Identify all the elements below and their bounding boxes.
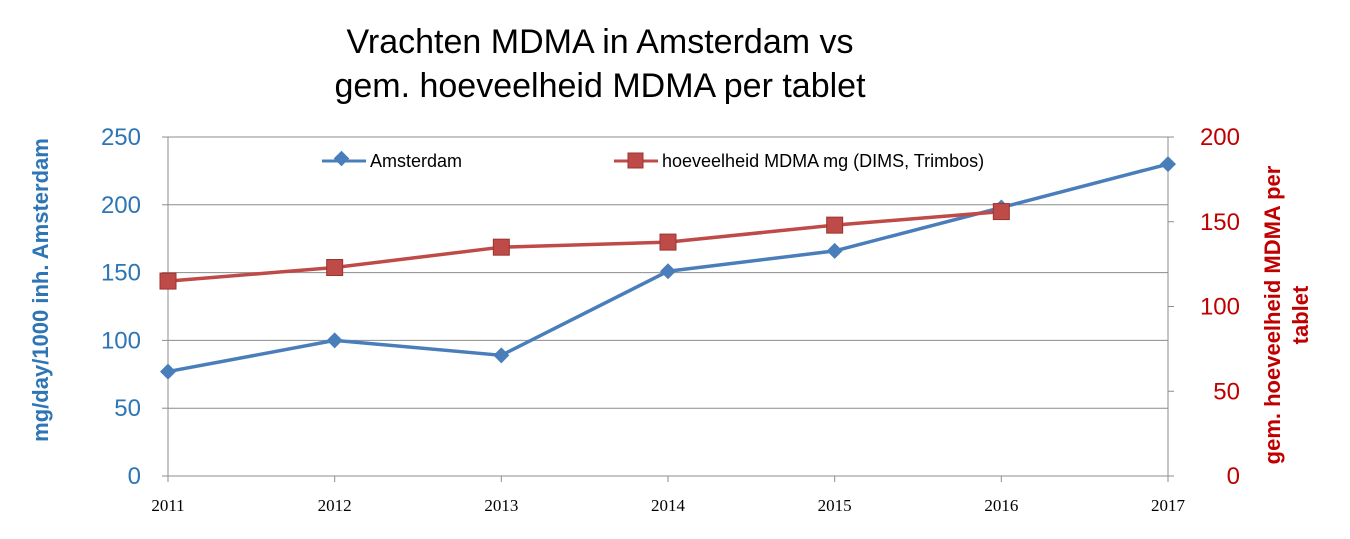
left-y-axis-title: mg/day/1000 inh. Amsterdam — [28, 138, 53, 442]
data-point-amsterdam — [660, 263, 676, 280]
left-y-tick-label: 200 — [101, 192, 141, 219]
data-point-amsterdam — [493, 347, 510, 364]
legend[interactable]: Amsterdam hoeveelheid MDMA mg (DIMS, Tri… — [322, 150, 984, 171]
data-point-amsterdam — [326, 332, 343, 349]
series-line-mdma-mg — [167, 209, 1002, 283]
right-y-tick-label: 0 — [1227, 463, 1240, 490]
data-point-mdma-mg — [492, 238, 510, 256]
x-tick-label: 2013 — [484, 496, 518, 515]
legend-item-mdma-mg[interactable]: hoeveelheid MDMA mg (DIMS, Trimbos) — [614, 151, 984, 171]
chart-title-line-1: Vrachten MDMA in Amsterdam vs — [346, 23, 853, 61]
x-tick-label: 2014 — [651, 496, 686, 515]
right-y-tick-label: 100 — [1200, 294, 1240, 321]
legend-label-amsterdam: Amsterdam — [370, 151, 462, 171]
x-tick-label: 2017 — [1151, 496, 1186, 515]
data-point-mdma-mg — [659, 233, 677, 251]
legend-square-marker-icon — [627, 152, 644, 169]
right-y-axis-title: gem. hoeveelheid MDMA per tablet — [1260, 165, 1313, 464]
x-tick-label: 2015 — [818, 496, 852, 515]
left-y-axis-ticks: 0 50 100 150 200 250 — [101, 124, 141, 490]
data-point-amsterdam — [160, 363, 176, 380]
data-point-mdma-mg — [326, 259, 344, 277]
chart-title-line-2: gem. hoeveelheid MDMA per tablet — [334, 67, 866, 105]
data-point-amsterdam — [826, 242, 843, 259]
gridlines — [168, 136, 1168, 477]
right-y-tick-label: 50 — [1213, 378, 1240, 405]
right-y-tick-label: 150 — [1200, 209, 1240, 236]
series-layer — [159, 156, 1176, 380]
x-tick-label: 2016 — [984, 496, 1018, 515]
right-y-axis-title-line-2: tablet — [1288, 285, 1313, 344]
right-y-tick-label: 200 — [1200, 124, 1240, 151]
x-axis-ticks: 2011 2012 2013 2014 2015 2016 2017 — [151, 496, 1185, 515]
data-point-mdma-mg — [992, 203, 1010, 221]
left-y-tick-label: 100 — [101, 327, 141, 354]
data-point-mdma-mg — [826, 216, 844, 234]
right-y-axis-title-line-1: gem. hoeveelheid MDMA per — [1260, 165, 1285, 464]
data-point-amsterdam — [1160, 156, 1176, 173]
x-tick-label: 2011 — [151, 496, 184, 515]
left-y-tick-label: 150 — [101, 260, 141, 287]
legend-label-mdma-mg: hoeveelheid MDMA mg (DIMS, Trimbos) — [662, 151, 984, 171]
legend-item-amsterdam[interactable]: Amsterdam — [322, 150, 462, 171]
x-tick-label: 2012 — [318, 496, 352, 515]
axes — [162, 136, 1174, 482]
left-y-tick-label: 50 — [114, 395, 141, 422]
right-y-axis-ticks: 0 50 100 150 200 — [1200, 124, 1240, 490]
data-point-mdma-mg — [159, 272, 177, 290]
left-y-tick-label: 0 — [128, 463, 141, 490]
legend-diamond-marker-icon — [333, 150, 350, 167]
left-y-tick-label: 250 — [101, 124, 141, 151]
chart-title: Vrachten MDMA in Amsterdam vs gem. hoeve… — [334, 23, 866, 105]
